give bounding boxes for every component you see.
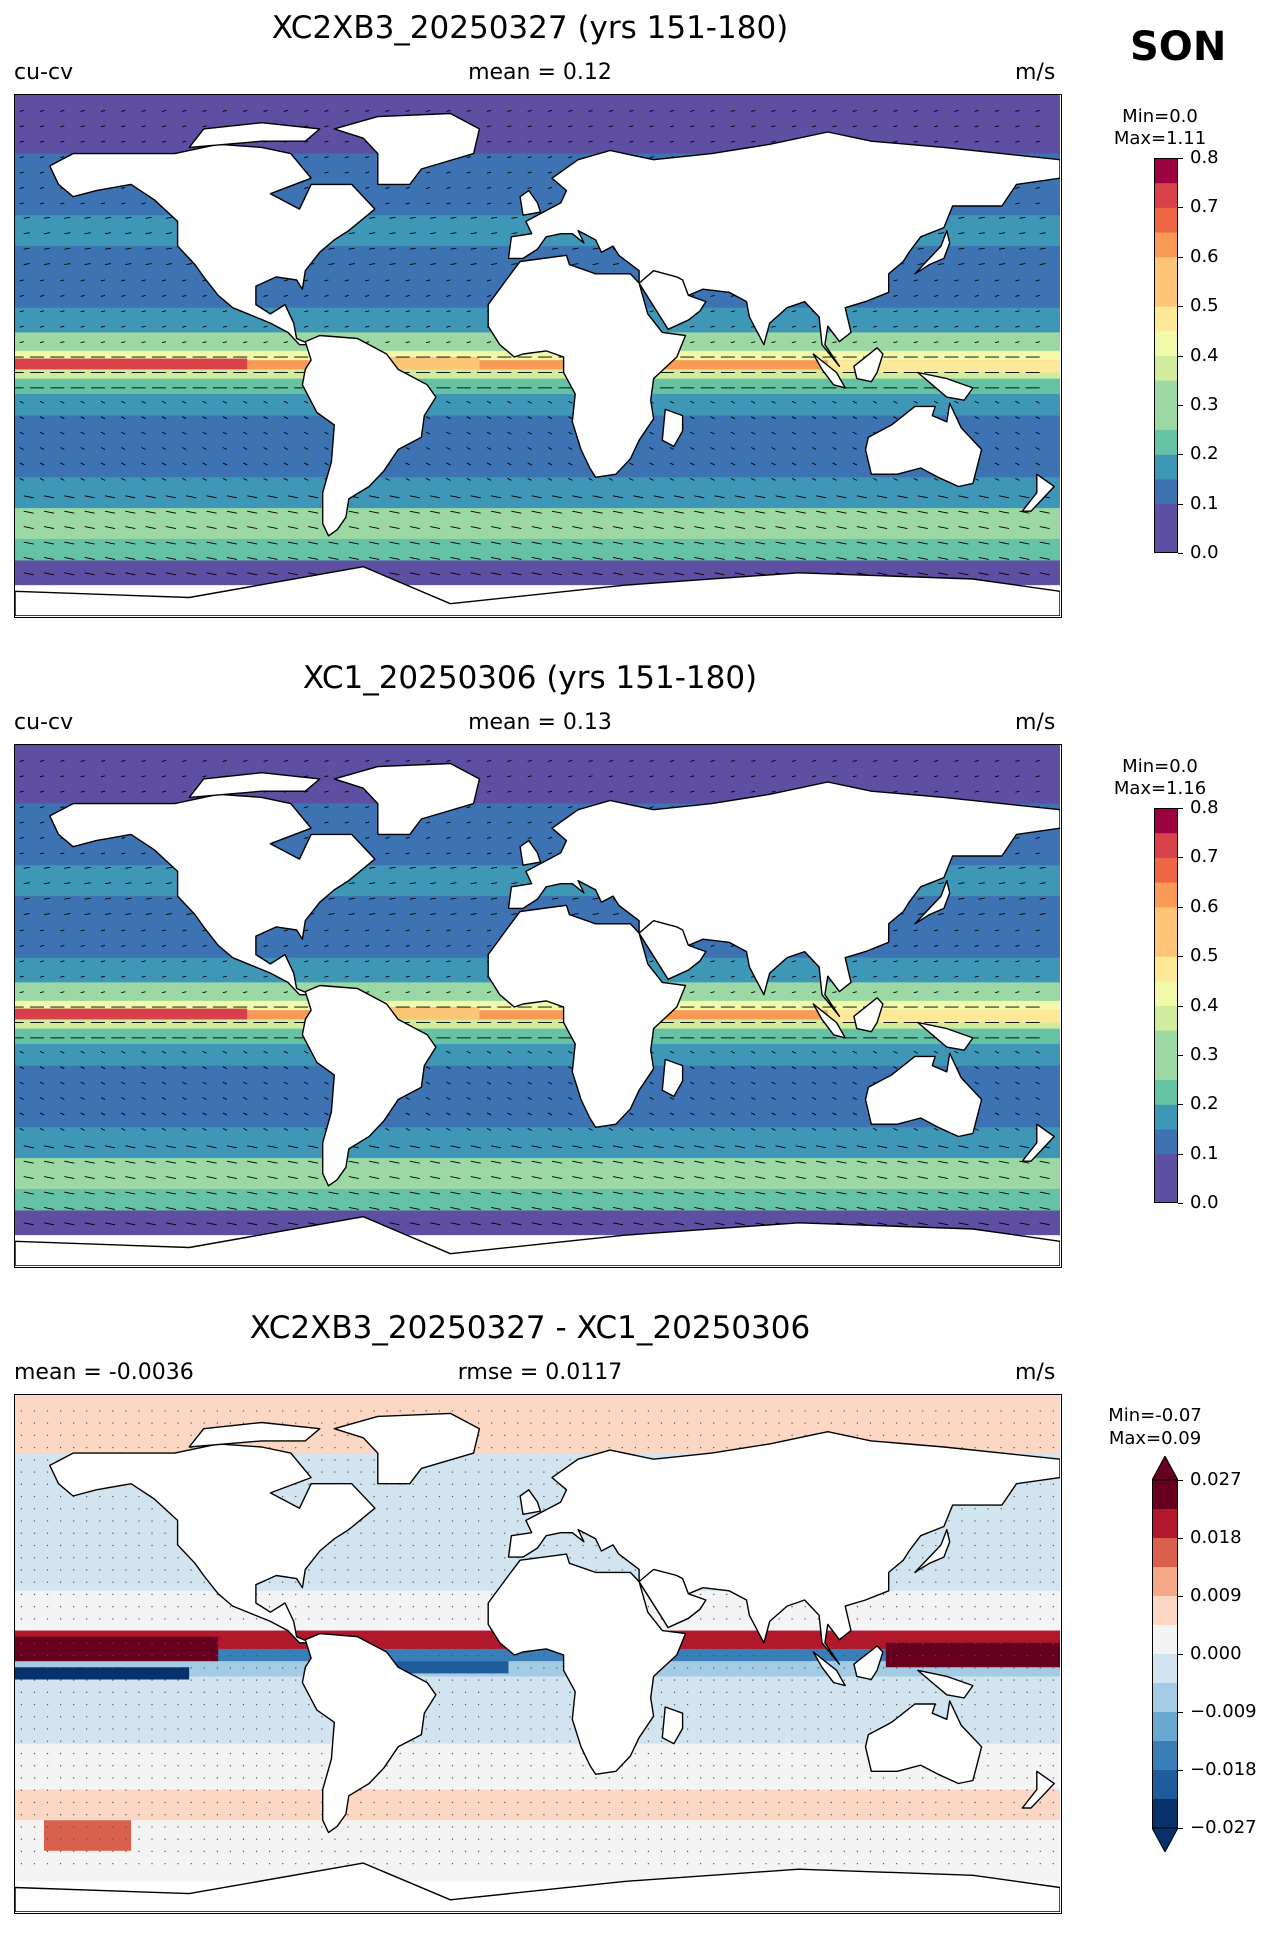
colorbar-tick-mark: [1178, 1596, 1183, 1597]
panel-1-map: [14, 94, 1062, 618]
colorbar-tick-label: 0.0: [1190, 1192, 1219, 1213]
colorbar-tick-mark: [1178, 956, 1183, 958]
colorbar-tick-mark: [1178, 1054, 1183, 1056]
colorbar-tick-mark: [1178, 1770, 1183, 1771]
panel-3-max: Max=0.09: [1108, 1428, 1202, 1449]
panel-2-left-label: cu-cv: [14, 710, 74, 735]
colorbar-tick-label: 0.3: [1190, 393, 1219, 415]
colorbar-tick-mark: [1178, 1104, 1183, 1106]
panel-3-rmse: rmse = 0.0117: [457, 1360, 623, 1385]
panel-3-mean: mean = -0.0036: [14, 1360, 194, 1385]
colorbar-tick-mark: [1178, 553, 1183, 554]
panel-1-title: XC2XB3_20250327 (yrs 151-180): [271, 10, 789, 46]
colorbar-tick-mark: [1178, 503, 1183, 505]
panel-1-colorbar: [1154, 158, 1178, 554]
colorbar-tick-label: −0.018: [1190, 1759, 1257, 1780]
colorbar-tick-label: 0.027: [1190, 1469, 1242, 1490]
panel-1-field: [15, 95, 1060, 616]
colorbar-tick-label: 0.5: [1190, 945, 1219, 967]
panel-3-title: XC2XB3_20250327 - XC1_20250306: [249, 1310, 811, 1346]
colorbar-tick-label: 0.5: [1190, 295, 1219, 317]
panel-3-min: Min=-0.07: [1108, 1405, 1202, 1426]
colorbar-tick-mark: [1178, 906, 1183, 908]
colorbar-tick-label: 0.009: [1190, 1585, 1242, 1606]
colorbar-tick-label: 0.4: [1190, 344, 1219, 366]
colorbar-tick-mark: [1178, 1712, 1183, 1713]
colorbar-tick-label: 0.018: [1190, 1527, 1242, 1548]
colorbar-tick-mark: [1178, 158, 1183, 159]
colorbar-tick-label: 0.8: [1190, 797, 1219, 818]
colorbar-tick-label: 0.2: [1190, 443, 1219, 465]
colorbar-tick-mark: [1178, 256, 1183, 258]
colorbar-tick-mark: [1178, 1828, 1183, 1829]
panel-1-left-label: cu-cv: [14, 60, 74, 85]
colorbar-tick-mark: [1178, 207, 1183, 209]
colorbar-tick-label: 0.8: [1190, 147, 1219, 168]
colorbar-tick-mark: [1178, 306, 1183, 308]
panel-1-min: Min=0.0: [1122, 106, 1198, 127]
colorbar-tick-label: 0.6: [1190, 245, 1219, 267]
colorbar-tick-mark: [1178, 808, 1183, 809]
panel-3-field: [15, 1395, 1060, 1912]
panel-2-map: [14, 744, 1062, 1268]
panel-2-colorbar: [1154, 808, 1178, 1204]
panel-1-units: m/s: [1015, 60, 1056, 85]
colorbar-tick-label: 0.3: [1190, 1043, 1219, 1065]
colorbar-tick-mark: [1178, 1153, 1183, 1155]
panel-2-mean: mean = 0.13: [468, 710, 612, 735]
colorbar-tick-label: 0.1: [1190, 492, 1219, 514]
colorbar-tick-label: 0.000: [1190, 1643, 1242, 1664]
panel-2-units: m/s: [1015, 710, 1056, 735]
colorbar-tick-mark: [1178, 1538, 1183, 1539]
colorbar-tick-mark: [1178, 857, 1183, 859]
colorbar-tick-mark: [1178, 355, 1183, 357]
colorbar-tick-mark: [1178, 454, 1183, 456]
colorbar-tick-mark: [1178, 404, 1183, 406]
panel-2-max: Max=1.16: [1113, 778, 1207, 799]
panel-2-min: Min=0.0: [1122, 756, 1198, 777]
colorbar-tick-label: 0.2: [1190, 1093, 1219, 1115]
season-label: SON: [1130, 24, 1227, 70]
colorbar-tick-label: −0.009: [1190, 1701, 1257, 1722]
colorbar-tick-label: 0.7: [1190, 196, 1219, 218]
panel-3-units: m/s: [1015, 1360, 1056, 1385]
colorbar-tick-label: −0.027: [1190, 1817, 1257, 1838]
colorbar-tick-label: 0.6: [1190, 895, 1219, 917]
colorbar-tick-label: 0.4: [1190, 994, 1219, 1016]
panel-2-field: [15, 745, 1060, 1266]
panel-3-colorbar: [1151, 1454, 1179, 1854]
colorbar-tick-label: 0.1: [1190, 1142, 1219, 1164]
panel-3-map: [14, 1394, 1062, 1914]
colorbar-tick-label: 0.0: [1190, 542, 1219, 563]
colorbar-tick-mark: [1178, 1203, 1183, 1204]
panel-1-mean: mean = 0.12: [468, 60, 612, 85]
colorbar-tick-mark: [1178, 1480, 1183, 1481]
colorbar-tick-mark: [1178, 1654, 1183, 1655]
colorbar-tick-label: 0.7: [1190, 846, 1219, 868]
colorbar-tick-mark: [1178, 1005, 1183, 1007]
panel-1-max: Max=1.11: [1113, 128, 1207, 149]
panel-2-title: XC1_20250306 (yrs 151-180): [302, 660, 758, 696]
